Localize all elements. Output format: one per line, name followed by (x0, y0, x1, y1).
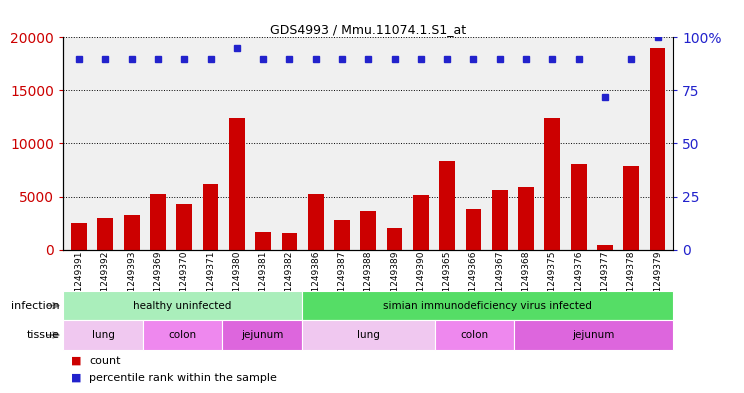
Bar (466, 209, 481, 250)
Text: colon: colon (169, 330, 196, 340)
Text: ■: ■ (71, 356, 81, 366)
Text: count: count (89, 356, 121, 366)
Text: ■: ■ (71, 373, 81, 383)
Bar (492, 190, 507, 250)
Text: tissue: tissue (27, 330, 60, 340)
Bar (229, 118, 245, 250)
Bar (97, 218, 113, 250)
Title: GDS4993 / Mmu.11074.1.S1_at: GDS4993 / Mmu.11074.1.S1_at (270, 23, 466, 36)
Bar (623, 166, 639, 250)
Bar (434, 320, 514, 350)
Text: lung: lung (357, 330, 379, 340)
Bar (518, 187, 534, 250)
Bar (360, 211, 376, 250)
Text: jejunum: jejunum (573, 330, 615, 340)
Text: jejunum: jejunum (241, 330, 283, 340)
Bar (571, 163, 586, 250)
Bar (63, 320, 143, 350)
Text: colon: colon (461, 330, 489, 340)
Bar (308, 195, 324, 250)
Bar (545, 118, 560, 250)
Bar (387, 228, 403, 250)
Bar (63, 291, 302, 320)
Bar (334, 220, 350, 250)
Bar (650, 48, 665, 250)
Bar (597, 245, 613, 250)
Bar (71, 223, 87, 250)
Bar (124, 215, 140, 250)
Bar (281, 233, 298, 250)
Text: infection: infection (11, 301, 60, 310)
Bar (202, 184, 219, 250)
Text: lung: lung (92, 330, 115, 340)
Text: simian immunodeficiency virus infected: simian immunodeficiency virus infected (383, 301, 592, 310)
Bar (514, 320, 673, 350)
Text: healthy uninfected: healthy uninfected (133, 301, 232, 310)
Bar (176, 204, 192, 250)
Bar (439, 162, 455, 250)
Bar (222, 320, 302, 350)
Bar (255, 231, 271, 250)
Bar (413, 195, 429, 250)
Bar (143, 320, 222, 350)
Bar (150, 195, 166, 250)
Bar (302, 291, 673, 320)
Text: percentile rank within the sample: percentile rank within the sample (89, 373, 278, 383)
Bar (302, 320, 434, 350)
